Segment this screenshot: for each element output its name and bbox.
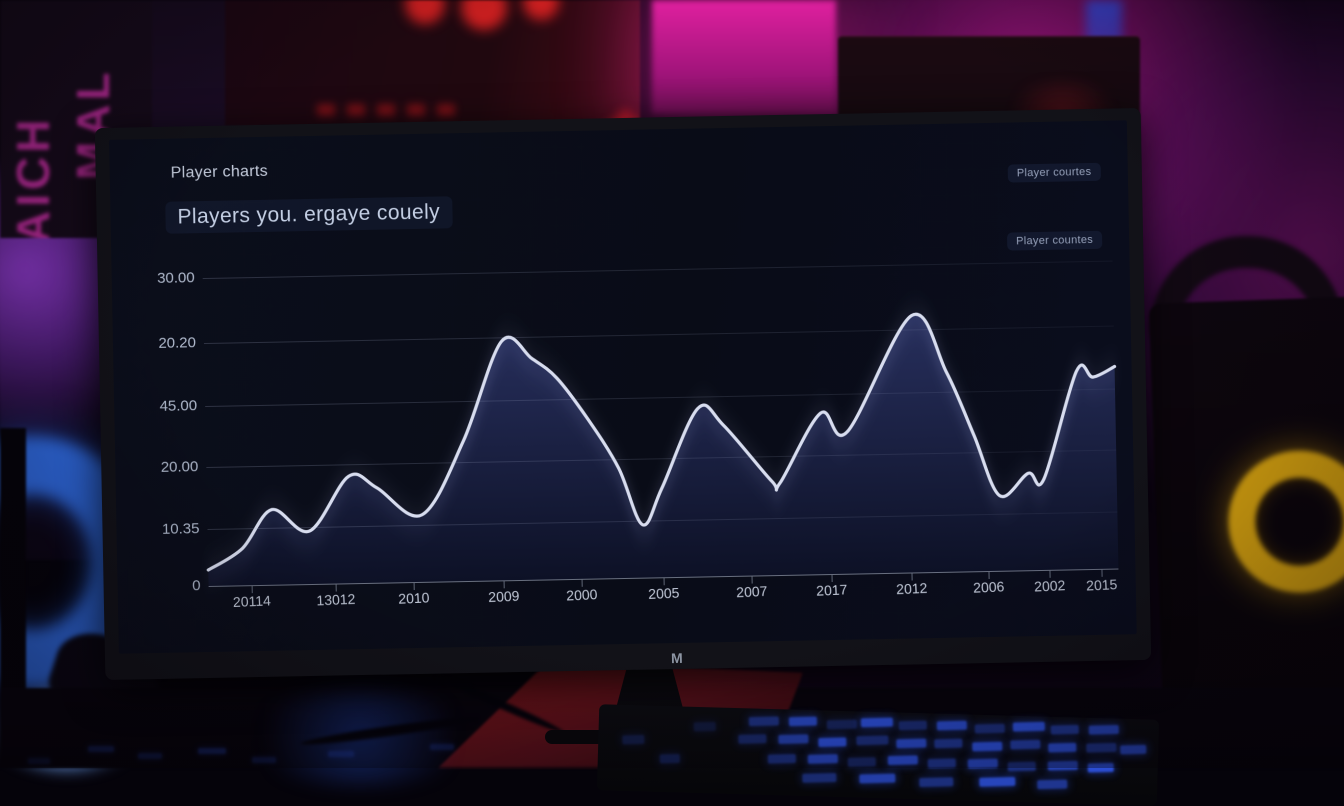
chart-area-fill [208,314,1119,586]
keycap-glow [927,758,956,769]
keycap-glow [778,734,809,744]
keyboard [596,704,1160,806]
monitor-brand-logo: M [670,649,684,667]
monitor-screen: Player charts Players you. ergaye couely… [109,120,1137,654]
keycap-glow [807,754,838,764]
keycap-glow [1050,724,1079,735]
y-axis-tick-label: 10.35 [161,520,200,538]
keycap-glow [1047,760,1078,771]
y-axis-tick-label: 30.00 [156,269,195,287]
legend-player-courtes: Player courtes [1007,162,1101,183]
chart-subtitle: Players you. ergaye couely [165,196,453,234]
x-axis-tick-label: 2007 [736,582,769,601]
page-title: Player charts [170,162,269,182]
keycap-glow [936,720,967,731]
x-axis-tick-label: 20114 [232,592,271,611]
keycap-glow [1012,721,1045,732]
keycap-glow [198,748,226,754]
x-axis-tick-label: 2017 [816,581,849,599]
x-axis-tick-label: 2005 [647,584,680,602]
chart-curve [203,261,1119,586]
x-axis-tick-label: 2012 [896,579,929,598]
keycap-glow [802,772,837,783]
x-axis-tick-label: 2010 [397,589,430,607]
keycap-glow [328,751,354,757]
keycap-glow [748,716,780,727]
right-speaker [1148,296,1344,724]
area-chart: 30.00 20.20 45.00 20.00 10.35 0 20114 13012 2010… [157,260,1119,610]
poster-text-1: AICH [7,115,59,238]
keycap-glow [972,741,1003,752]
keycap-glow [1048,742,1077,753]
red-neon-small-text [317,104,467,116]
x-axis-tick-label: 2006 [972,578,1005,596]
y-axis-tick-label: 45.00 [159,396,198,415]
keycap-glow [898,720,927,731]
keycap-glow [979,776,1016,787]
keycap-glow [887,755,918,766]
keycap-glow [659,753,680,764]
keycap-glow [896,738,927,749]
keycap-glow [847,757,876,767]
keycap-glow [28,758,50,764]
magenta-wall-light [652,0,836,114]
keycap-glow [1120,744,1147,755]
keycap-glow [1086,742,1117,753]
keycap-glow [693,721,716,732]
y-axis-tick-label: 20.20 [158,333,197,352]
keycap-glow [788,716,818,727]
keycap-glow [934,738,963,749]
x-axis-tick-label: 2009 [487,587,520,606]
x-axis-tick-label: 2015 [1085,576,1118,594]
keycap-glow [767,753,796,764]
keycap-glow [88,746,114,752]
keycap-glow [860,717,894,728]
x-axis-tick-label: 2002 [1033,577,1066,595]
keycap-glow [974,723,1005,734]
keycap-glow [859,773,896,784]
yellow-speaker-ring [1225,448,1344,596]
red-neon-poster [225,0,660,126]
y-axis-tick-label: 20.00 [160,458,199,477]
keycap-glow [622,734,645,745]
keycap-glow [818,737,847,748]
keycap-glow [967,758,998,769]
legend-player-countes: Player countes [1006,230,1103,251]
keycap-glow [826,719,857,730]
x-axis-tick-label: 13012 [316,590,357,609]
keycap-glow [1010,739,1041,750]
keycap-glow [138,753,162,759]
keycap-glow [430,744,454,750]
keycap-glow [738,734,767,744]
keycap-glow [1088,724,1119,735]
keycap-glow [1007,761,1036,772]
keycap-glow [919,777,954,788]
keycap-glow [856,735,889,746]
keycap-glow [252,757,276,763]
monitor: Player charts Players you. ergaye couely… [94,108,1152,680]
keycap-glow [1037,779,1068,790]
y-axis-tick-label: 0 [192,577,201,595]
x-axis-tick-label: 2000 [566,586,598,604]
